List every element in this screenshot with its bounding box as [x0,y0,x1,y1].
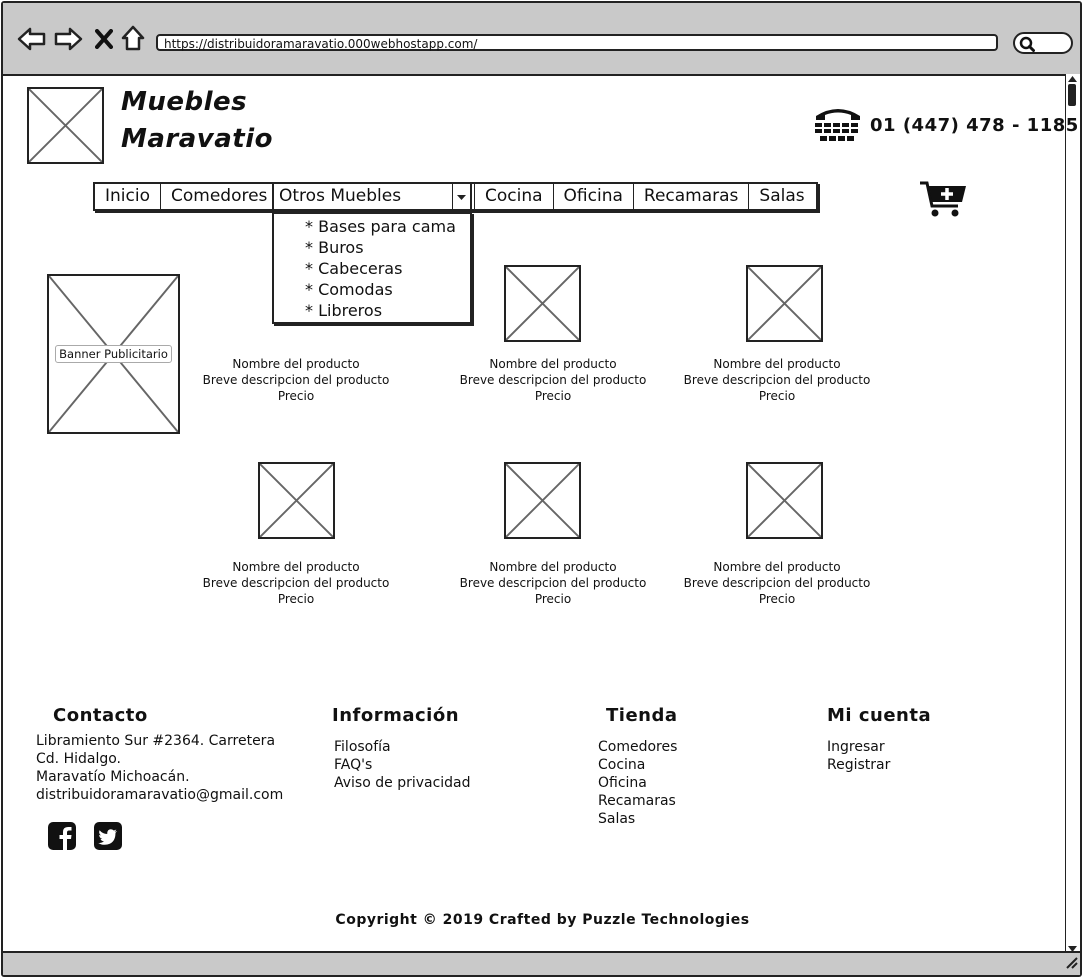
twitter-icon[interactable] [94,822,122,850]
product-name[interactable]: Nombre del producto [489,357,617,371]
product-name[interactable]: Nombre del producto [713,357,841,371]
url-bar[interactable]: https://distribuidoramaravatio.000webhos… [156,34,998,51]
home-icon[interactable] [120,25,146,51]
facebook-icon[interactable] [48,822,76,850]
back-arrow-icon[interactable] [17,27,47,51]
footer-link-faqs[interactable]: FAQ's [334,757,373,773]
footer-heading-informacion: Información [332,705,460,726]
brand-line-2: Maravatio [121,124,273,154]
chevron-down-icon[interactable] [452,184,470,209]
footer-link-salas[interactable]: Salas [598,811,636,827]
dropdown-option-comodas[interactable]: * Comodas [305,280,393,299]
product-price: Precio [534,592,572,606]
product-image[interactable] [504,265,581,342]
forward-arrow-icon[interactable] [53,27,83,51]
dropdown-menu: * Bases para cama * Buros * Cabeceras * … [272,212,472,324]
scrollbar-thumb[interactable] [1068,84,1076,106]
footer-link-aviso-privacidad[interactable]: Aviso de privacidad [334,775,471,791]
product-card-text: Nombre del producto Breve descripcion de… [443,356,663,404]
dropdown-option-buros[interactable]: * Buros [305,238,364,257]
product-description: Breve descripcion del producto [202,576,390,590]
product-price: Precio [534,389,572,403]
footer-links-cuenta: Ingresar Registrar [827,738,890,774]
dropdown-selected-label: Otros Muebles [279,186,402,206]
product-card-text: Nombre del producto Breve descripcion de… [186,559,406,607]
nav-item-comedores[interactable]: Comedores [161,184,274,209]
product-card-text: Nombre del producto Breve descripcion de… [667,356,887,404]
status-bar [3,951,1080,975]
nav-dropdown-slot [274,184,475,209]
footer-link-recamaras[interactable]: Recamaras [598,793,676,809]
product-name[interactable]: Nombre del producto [232,357,360,371]
product-price: Precio [277,592,315,606]
product-price: Precio [758,389,796,403]
product-card-text: Nombre del producto Breve descripcion de… [667,559,887,607]
product-image[interactable] [504,462,581,539]
logo-image [27,87,104,164]
product-description: Breve descripcion del producto [459,576,647,590]
telephone-icon [815,109,861,143]
scroll-down-icon[interactable] [1067,945,1078,953]
vertical-scrollbar[interactable] [1065,74,1080,954]
product-image[interactable] [746,265,823,342]
footer-heading-tienda: Tienda [606,705,678,726]
footer-links-informacion: Filosofía FAQ's Aviso de privacidad [334,738,471,792]
contact-line: Cd. Hidalgo. [36,751,121,767]
product-card-text: Nombre del producto Breve descripcion de… [443,559,663,607]
product-name[interactable]: Nombre del producto [713,560,841,574]
search-icon [1019,36,1035,52]
nav-dropdown-otros-muebles[interactable]: Otros Muebles [272,182,472,211]
nav-item-oficina[interactable]: Oficina [554,184,634,209]
footer-link-ingresar[interactable]: Ingresar [827,739,885,755]
footer-link-cocina[interactable]: Cocina [598,757,646,773]
product-image[interactable] [746,462,823,539]
footer-link-registrar[interactable]: Registrar [827,757,891,773]
copyright: Copyright © 2019 Crafted by Puzzle Techn… [335,912,750,928]
footer-links-tienda: Comedores Cocina Oficina Recamaras Salas [598,738,677,828]
dropdown-option-bases[interactable]: * Bases para cama [305,217,456,236]
nav-item-cocina[interactable]: Cocina [475,184,554,209]
contact-info: Libramiento Sur #2364. Carretera Cd. Hid… [36,732,283,804]
product-description: Breve descripcion del producto [683,373,871,387]
footer-link-filosofia[interactable]: Filosofía [334,739,391,755]
product-description: Breve descripcion del producto [683,576,871,590]
product-name[interactable]: Nombre del producto [489,560,617,574]
product-price: Precio [277,389,315,403]
product-description: Breve descripcion del producto [202,373,390,387]
nav-item-inicio[interactable]: Inicio [95,184,161,209]
browser-toolbar: https://distribuidoramaravatio.000webhos… [3,3,1080,76]
resize-grip-icon[interactable] [1064,955,1078,969]
product-card-text: Nombre del producto Breve descripcion de… [186,356,406,404]
dropdown-option-libreros[interactable]: * Libreros [305,301,383,320]
scroll-up-icon[interactable] [1067,75,1078,83]
brand-name: Muebles Maravatio [121,84,273,158]
footer-heading-contacto: Contacto [53,705,148,726]
product-price: Precio [758,592,796,606]
browser-search[interactable] [1013,32,1073,54]
phone-number: 01 (447) 478 - 1185 [870,115,1079,136]
footer-link-oficina[interactable]: Oficina [598,775,647,791]
nav-item-recamaras[interactable]: Recamaras [634,184,750,209]
footer-link-comedores[interactable]: Comedores [598,739,678,755]
contact-line: Maravatío Michoacán. [36,769,190,785]
nav-item-salas[interactable]: Salas [759,186,805,206]
banner-label: Banner Publicitario [55,345,172,363]
contact-line: Libramiento Sur #2364. Carretera [36,733,276,749]
product-name[interactable]: Nombre del producto [232,560,360,574]
contact-email[interactable]: distribuidoramaravatio@gmail.com [36,787,284,803]
product-description: Breve descripcion del producto [459,373,647,387]
add-to-cart-icon[interactable] [920,180,968,218]
close-icon[interactable] [95,29,113,49]
brand-line-1: Muebles [121,87,248,117]
product-image[interactable] [258,462,335,539]
dropdown-option-cabeceras[interactable]: * Cabeceras [305,259,403,278]
footer-heading-mi-cuenta: Mi cuenta [827,705,932,726]
